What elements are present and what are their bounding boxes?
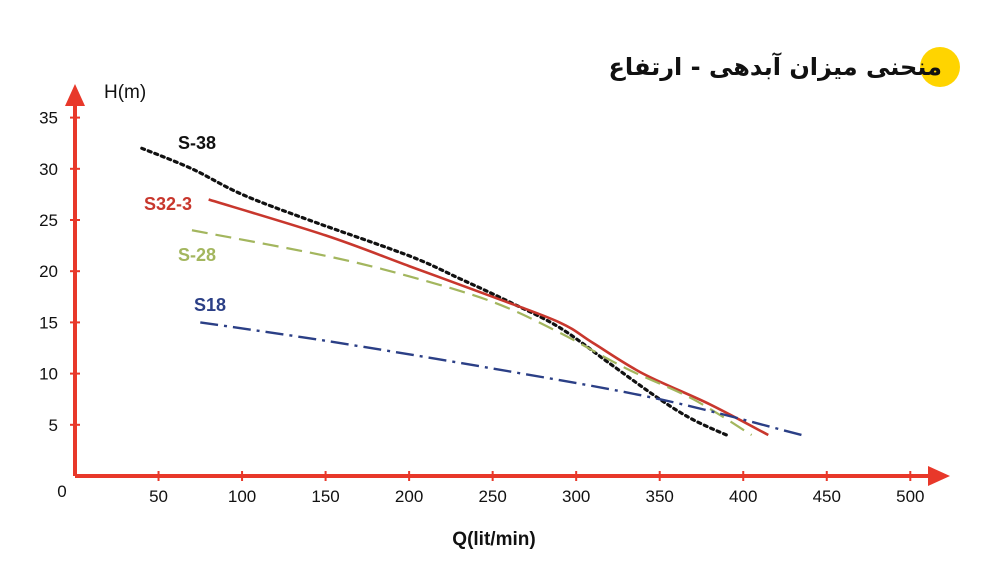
y-tick-label: 20 [39, 262, 58, 281]
chart-title-block: منحنی میزان آبدهی - ارتفاع [609, 44, 960, 90]
series-labels: S-38 S32-3 S-28 S18 [144, 133, 226, 315]
y-tick-label: 30 [39, 160, 58, 179]
title-badge-icon [920, 47, 960, 87]
x-tick-label: 200 [395, 487, 423, 506]
series-label: S-28 [178, 245, 216, 265]
axes [65, 84, 950, 486]
x-tick-label: 500 [896, 487, 924, 506]
x-axis-label: Q(lit/min) [452, 529, 535, 550]
x-tick-label: 400 [729, 487, 757, 506]
y-axis-arrow-icon [65, 84, 85, 106]
tick-labels: 50 100 150 200 250 300 350 400 450 50051015202530… [39, 109, 924, 506]
series-label: S32-3 [144, 194, 192, 214]
x-tick-label: 300 [562, 487, 590, 506]
y-tick-label: 35 [39, 109, 58, 128]
y-tick-label: 15 [39, 313, 58, 332]
x-tick-label: 250 [478, 487, 506, 506]
series-lines [140, 146, 802, 437]
series-label: S-38 [178, 133, 216, 153]
series-line-s32-3 [208, 198, 769, 437]
x-tick-label: 450 [813, 487, 841, 506]
x-tick-label: 50 [149, 487, 168, 506]
series-label: S18 [194, 295, 226, 315]
chart-title: منحنی میزان آبدهی - ارتفاع [608, 53, 942, 81]
series-line-s-38 [140, 146, 729, 437]
y-tick-label: 25 [39, 211, 58, 230]
x-tick-label: 350 [646, 487, 674, 506]
y-tick-label: 10 [39, 365, 58, 384]
series-line-s18 [200, 321, 802, 437]
y-tick-label: 5 [49, 416, 58, 435]
x-axis-arrow-icon [928, 466, 950, 486]
x-tick-label: 150 [311, 487, 339, 506]
series-line-s-28 [191, 229, 753, 436]
x-tick-label: 100 [228, 487, 256, 506]
origin-label: 0 [57, 482, 66, 501]
y-axis-label: H(m) [104, 82, 146, 103]
